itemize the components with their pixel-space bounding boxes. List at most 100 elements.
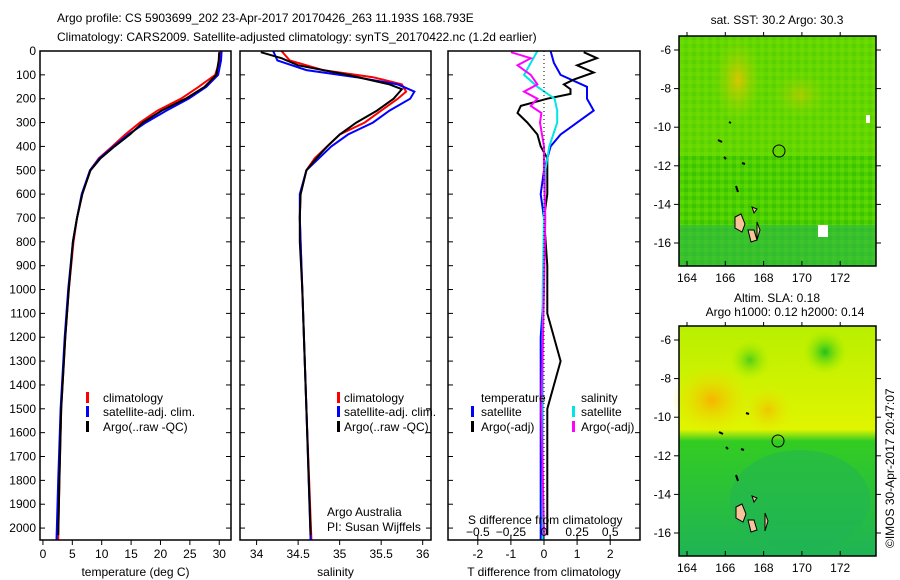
y-tick-label: 2000 (9, 521, 36, 535)
legend-swatch-argo (337, 421, 340, 432)
lat-tick-label: -12 (654, 449, 672, 463)
series-line-argo-raw-qc- (260, 51, 404, 536)
lat-tick-label: -16 (654, 526, 672, 540)
y-tick-label: 200 (16, 92, 36, 106)
sla-map-frame (678, 325, 877, 557)
lat-tick-label: -14 (654, 197, 672, 211)
difference-panel: -2 -1 0 1 2 −0.5 −0.25 0 0.25 0.5 T difference fro… (447, 50, 641, 579)
legend-label: Argo(-adj) (481, 420, 534, 434)
imos-credit: ©IMOS 30-Apr-2017 20:47:07 (883, 388, 897, 548)
y-tick-label: 100 (16, 68, 36, 82)
legend-swatch-climatology (337, 392, 340, 403)
legend-label: climatology (344, 391, 404, 405)
legend-swatch-satellite (86, 406, 89, 417)
legend-swatch-argo (86, 421, 89, 432)
lon-tick-label: 166 (715, 561, 735, 575)
y-tick-label: 400 (16, 139, 36, 153)
lat-tick-label: -6 (660, 43, 671, 57)
legend-swatch-s-argo (572, 421, 575, 432)
s-tick-label: −0.25 (496, 525, 527, 539)
s-tick-label: 0.25 (565, 525, 589, 539)
x-tick-label: 1 (574, 547, 581, 561)
lat-tick-label: -6 (660, 333, 671, 347)
annotation-pi: PI: Susan Wijffels (327, 520, 421, 534)
x-tick-label: 25 (183, 547, 197, 561)
x-tick-label: 20 (154, 547, 168, 561)
series-line-s-satellite (522, 50, 559, 540)
y-tick-label: 1200 (9, 330, 36, 344)
lon-tick-label: 168 (754, 561, 774, 575)
lon-tick-label: 164 (677, 271, 697, 285)
sst-map-title: sat. SST: 30.2 Argo: 30.3 (711, 13, 844, 27)
lat-tick-label: -8 (660, 372, 671, 386)
sla-map-title-2: Argo h1000: 0.12 h2000: 0.14 (706, 305, 865, 319)
x-tick-label: 34 (250, 547, 264, 561)
series-line-s-argo-adj- (510, 51, 547, 536)
x-tick-label: 35.5 (369, 547, 393, 561)
legend-title-temperature: temperature (481, 391, 546, 405)
argo-location-marker (771, 434, 785, 448)
lon-tick-label: 172 (830, 561, 850, 575)
x-tick-label: 2 (607, 547, 614, 561)
x-tick-label: 36 (416, 547, 430, 561)
lon-tick-label: 170 (792, 271, 812, 285)
lat-tick-label: -16 (654, 236, 672, 250)
y-tick-label: 1700 (9, 450, 36, 464)
legend-swatch-t-argo (471, 421, 474, 432)
lat-tick-label: -10 (654, 410, 672, 424)
plot-frame (239, 50, 432, 541)
y-tick-label: 1100 (10, 306, 36, 320)
argo-location-marker (772, 144, 786, 158)
s-difference-axis-label: S difference from climatology (468, 513, 623, 527)
legend-label: climatology (103, 391, 163, 405)
legend-swatch-t-satellite (471, 406, 474, 417)
legend-label: Argo(..raw -QC) (344, 420, 429, 434)
legend-title-salinity: salinity (581, 391, 618, 405)
x-tick-label: -2 (472, 547, 483, 561)
temperature-panel: 0100200300400500600700800900100011001200… (9, 44, 232, 579)
s-tick-label: −0.5 (466, 525, 490, 539)
series-line-t-argo-adj- (516, 51, 600, 536)
legend-label: satellite-adj. clim. (103, 405, 195, 419)
temperature-legend: climatology satellite-adj. clim. Argo(..… (86, 391, 195, 434)
legend-swatch-satellite (337, 406, 340, 417)
y-tick-label: 1400 (9, 378, 36, 392)
legend-label: Argo(-adj) (581, 420, 634, 434)
legend-label: satellite (481, 405, 522, 419)
x-tick-label: 35 (333, 547, 347, 561)
series-line-climatology (280, 50, 408, 541)
salinity-panel: 34 34.5 35 35.5 36 salinity (239, 50, 432, 579)
x-axis-label: salinity (317, 565, 354, 579)
lon-tick-label: 166 (715, 271, 735, 285)
x-tick-label: 30 (213, 547, 227, 561)
lon-tick-label: 170 (792, 561, 812, 575)
lat-tick-label: -10 (654, 120, 672, 134)
plot-frame (39, 50, 232, 541)
title-line-1: Argo profile: CS 5903699_202 23-Apr-2017… (57, 11, 474, 25)
annotation-argo-australia: Argo Australia (327, 505, 402, 519)
s-tick-label: 0 (541, 525, 548, 539)
x-tick-label: 0 (541, 547, 548, 561)
lat-tick-label: -14 (654, 487, 672, 501)
y-tick-label: 800 (16, 235, 36, 249)
lat-tick-label: -8 (660, 82, 671, 96)
y-tick-label: 1900 (9, 497, 36, 511)
y-tick-label: 500 (16, 163, 36, 177)
legend-label: satellite (581, 405, 622, 419)
x-tick-label: 34.5 (286, 547, 310, 561)
series-line-climatology (57, 50, 222, 541)
y-tick-label: 600 (16, 187, 36, 201)
x-tick-label: 5 (69, 547, 76, 561)
vanuatu-islands (717, 121, 761, 243)
sst-map-frame (678, 35, 877, 267)
y-tick-label: 1300 (9, 354, 36, 368)
sla-map-title-1: Altim. SLA: 0.18 (734, 291, 820, 305)
x-axis-label: temperature (deg C) (81, 565, 189, 579)
y-tick-label: 1000 (9, 283, 36, 297)
s-tick-label: 0.5 (602, 525, 619, 539)
y-tick-label: 1600 (9, 426, 36, 440)
legend-swatch-s-satellite (572, 406, 575, 417)
x-axis-label: T difference from climatology (467, 565, 621, 579)
sst-map: sat. SST: 30.2 Argo: 30.3 164 166 168 170 17… (654, 13, 881, 285)
